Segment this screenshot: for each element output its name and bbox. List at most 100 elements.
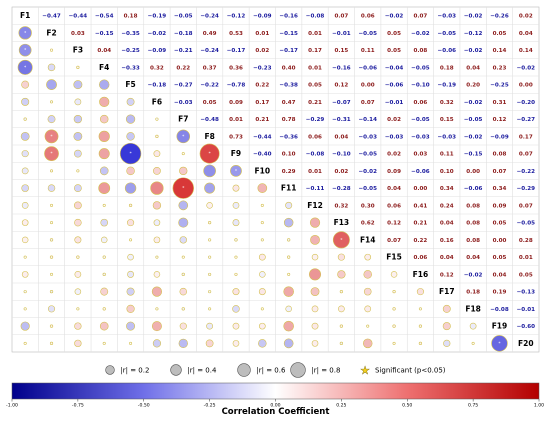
diagonal-label: F13: [334, 218, 350, 227]
value-label: 0.23: [493, 65, 507, 71]
correlation-circle: [232, 322, 240, 330]
value-label: 0.01: [308, 31, 322, 37]
correlation-circle: [17, 59, 33, 75]
correlation-circle: [49, 341, 54, 345]
matrix-grid: [11, 6, 540, 353]
correlation-circle: [178, 217, 189, 228]
value-label: −0.05: [411, 117, 430, 123]
value-label: 0.02: [387, 117, 401, 123]
correlation-circle: [73, 131, 83, 141]
diagonal-label: F11: [281, 184, 297, 193]
correlation-circle: [232, 305, 240, 313]
value-label: −0.20: [517, 100, 536, 106]
correlation-circle: [20, 321, 30, 331]
correlation-circle: [98, 182, 111, 195]
size-legend-label: |r| = 0.4: [187, 367, 217, 375]
value-label: 0.36: [229, 65, 243, 71]
value-label: 0.09: [387, 169, 401, 175]
value-label: −0.24: [200, 14, 219, 20]
correlation-circle: [124, 182, 137, 194]
correlation-circle: [127, 270, 135, 278]
value-label: −0.03: [438, 134, 457, 140]
correlation-circle: [285, 305, 292, 313]
correlation-circle: [74, 271, 82, 278]
correlation-circle: [23, 255, 27, 259]
value-label: −0.03: [358, 134, 377, 140]
value-label: −0.25: [490, 83, 509, 89]
value-label: 0.02: [519, 14, 533, 20]
value-label: 0.10: [440, 169, 454, 175]
correlation-circle: [363, 270, 372, 279]
value-label: −0.03: [438, 14, 457, 20]
correlation-circle: [232, 202, 240, 209]
correlation-circle: [21, 219, 29, 226]
correlation-circle: [74, 322, 82, 330]
value-label: −0.05: [358, 31, 377, 37]
value-label: 0.18: [124, 14, 138, 20]
correlation-circle: [285, 201, 293, 209]
correlation-circle: [119, 142, 142, 165]
value-label: 0.02: [387, 152, 401, 158]
value-label: −0.78: [227, 83, 246, 89]
value-label: −0.36: [279, 134, 298, 140]
correlation-circle: [206, 202, 213, 209]
value-label: 0.06: [387, 203, 401, 209]
correlation-circle: [126, 166, 135, 176]
correlation-circle: [311, 305, 319, 313]
correlation-circle: [199, 143, 220, 164]
correlation-circle: [23, 341, 27, 345]
correlation-circle: [99, 114, 109, 124]
correlation-circle: [234, 238, 238, 242]
correlation-circle: [102, 307, 106, 311]
value-label: −0.26: [490, 14, 509, 20]
correlation-circle: [98, 130, 110, 142]
correlation-circle: [311, 322, 319, 330]
correlation-circle: [102, 203, 106, 207]
correlation-circle: [100, 218, 109, 227]
value-label: 0.17: [255, 100, 269, 106]
correlation-circle: [471, 341, 475, 345]
correlation-circle: [232, 219, 240, 227]
value-label: −0.05: [438, 31, 457, 37]
value-label: −0.44: [253, 134, 272, 140]
value-label: −0.60: [517, 324, 536, 330]
value-label: −0.33: [121, 65, 140, 71]
value-label: −0.25: [121, 48, 140, 54]
value-label: 0.04: [440, 255, 454, 261]
value-label: 0.00: [519, 83, 533, 89]
correlation-circle: [234, 255, 238, 259]
correlation-circle: [259, 322, 266, 330]
significance-legend-label: Significant (p<0.05): [375, 367, 446, 375]
correlation-circle: [155, 117, 159, 121]
value-label: 0.06: [414, 255, 428, 261]
diagonal-label: F18: [465, 304, 481, 313]
correlation-circle: [364, 253, 372, 261]
value-label: −0.05: [464, 117, 483, 123]
value-label: 0.11: [361, 48, 375, 54]
correlation-circle: [47, 63, 56, 72]
correlation-circle: [338, 305, 345, 313]
significance-star: *: [24, 48, 27, 54]
value-label: 0.22: [255, 83, 269, 89]
value-label: −0.23: [253, 65, 272, 71]
colorbar-tick-label: 0.25: [336, 403, 346, 409]
correlation-circle: [311, 340, 319, 347]
size-legend-label: |r| = 0.2: [120, 367, 149, 375]
correlation-circle: [47, 115, 56, 124]
significance-star: *: [340, 237, 343, 243]
correlation-circle: [18, 43, 32, 57]
correlation-circle: [181, 152, 185, 156]
correlation-circle: [283, 338, 294, 349]
value-label: −0.06: [358, 65, 377, 71]
correlation-circle: [21, 150, 29, 158]
value-label: −0.05: [517, 221, 536, 227]
correlation-circle: [232, 288, 240, 296]
value-label: 0.49: [203, 31, 217, 37]
matrix-cells: F1 −0.47 −0.44 −0.54 0.18 −0.19 −0.05 −0.24 −0.1…: [17, 11, 536, 352]
value-label: −0.14: [358, 117, 377, 123]
correlation-circle: [99, 79, 110, 90]
correlation-circle: [392, 324, 396, 328]
correlation-circle: [150, 181, 164, 195]
correlation-circle: [443, 339, 451, 347]
value-label: −0.02: [464, 48, 483, 54]
